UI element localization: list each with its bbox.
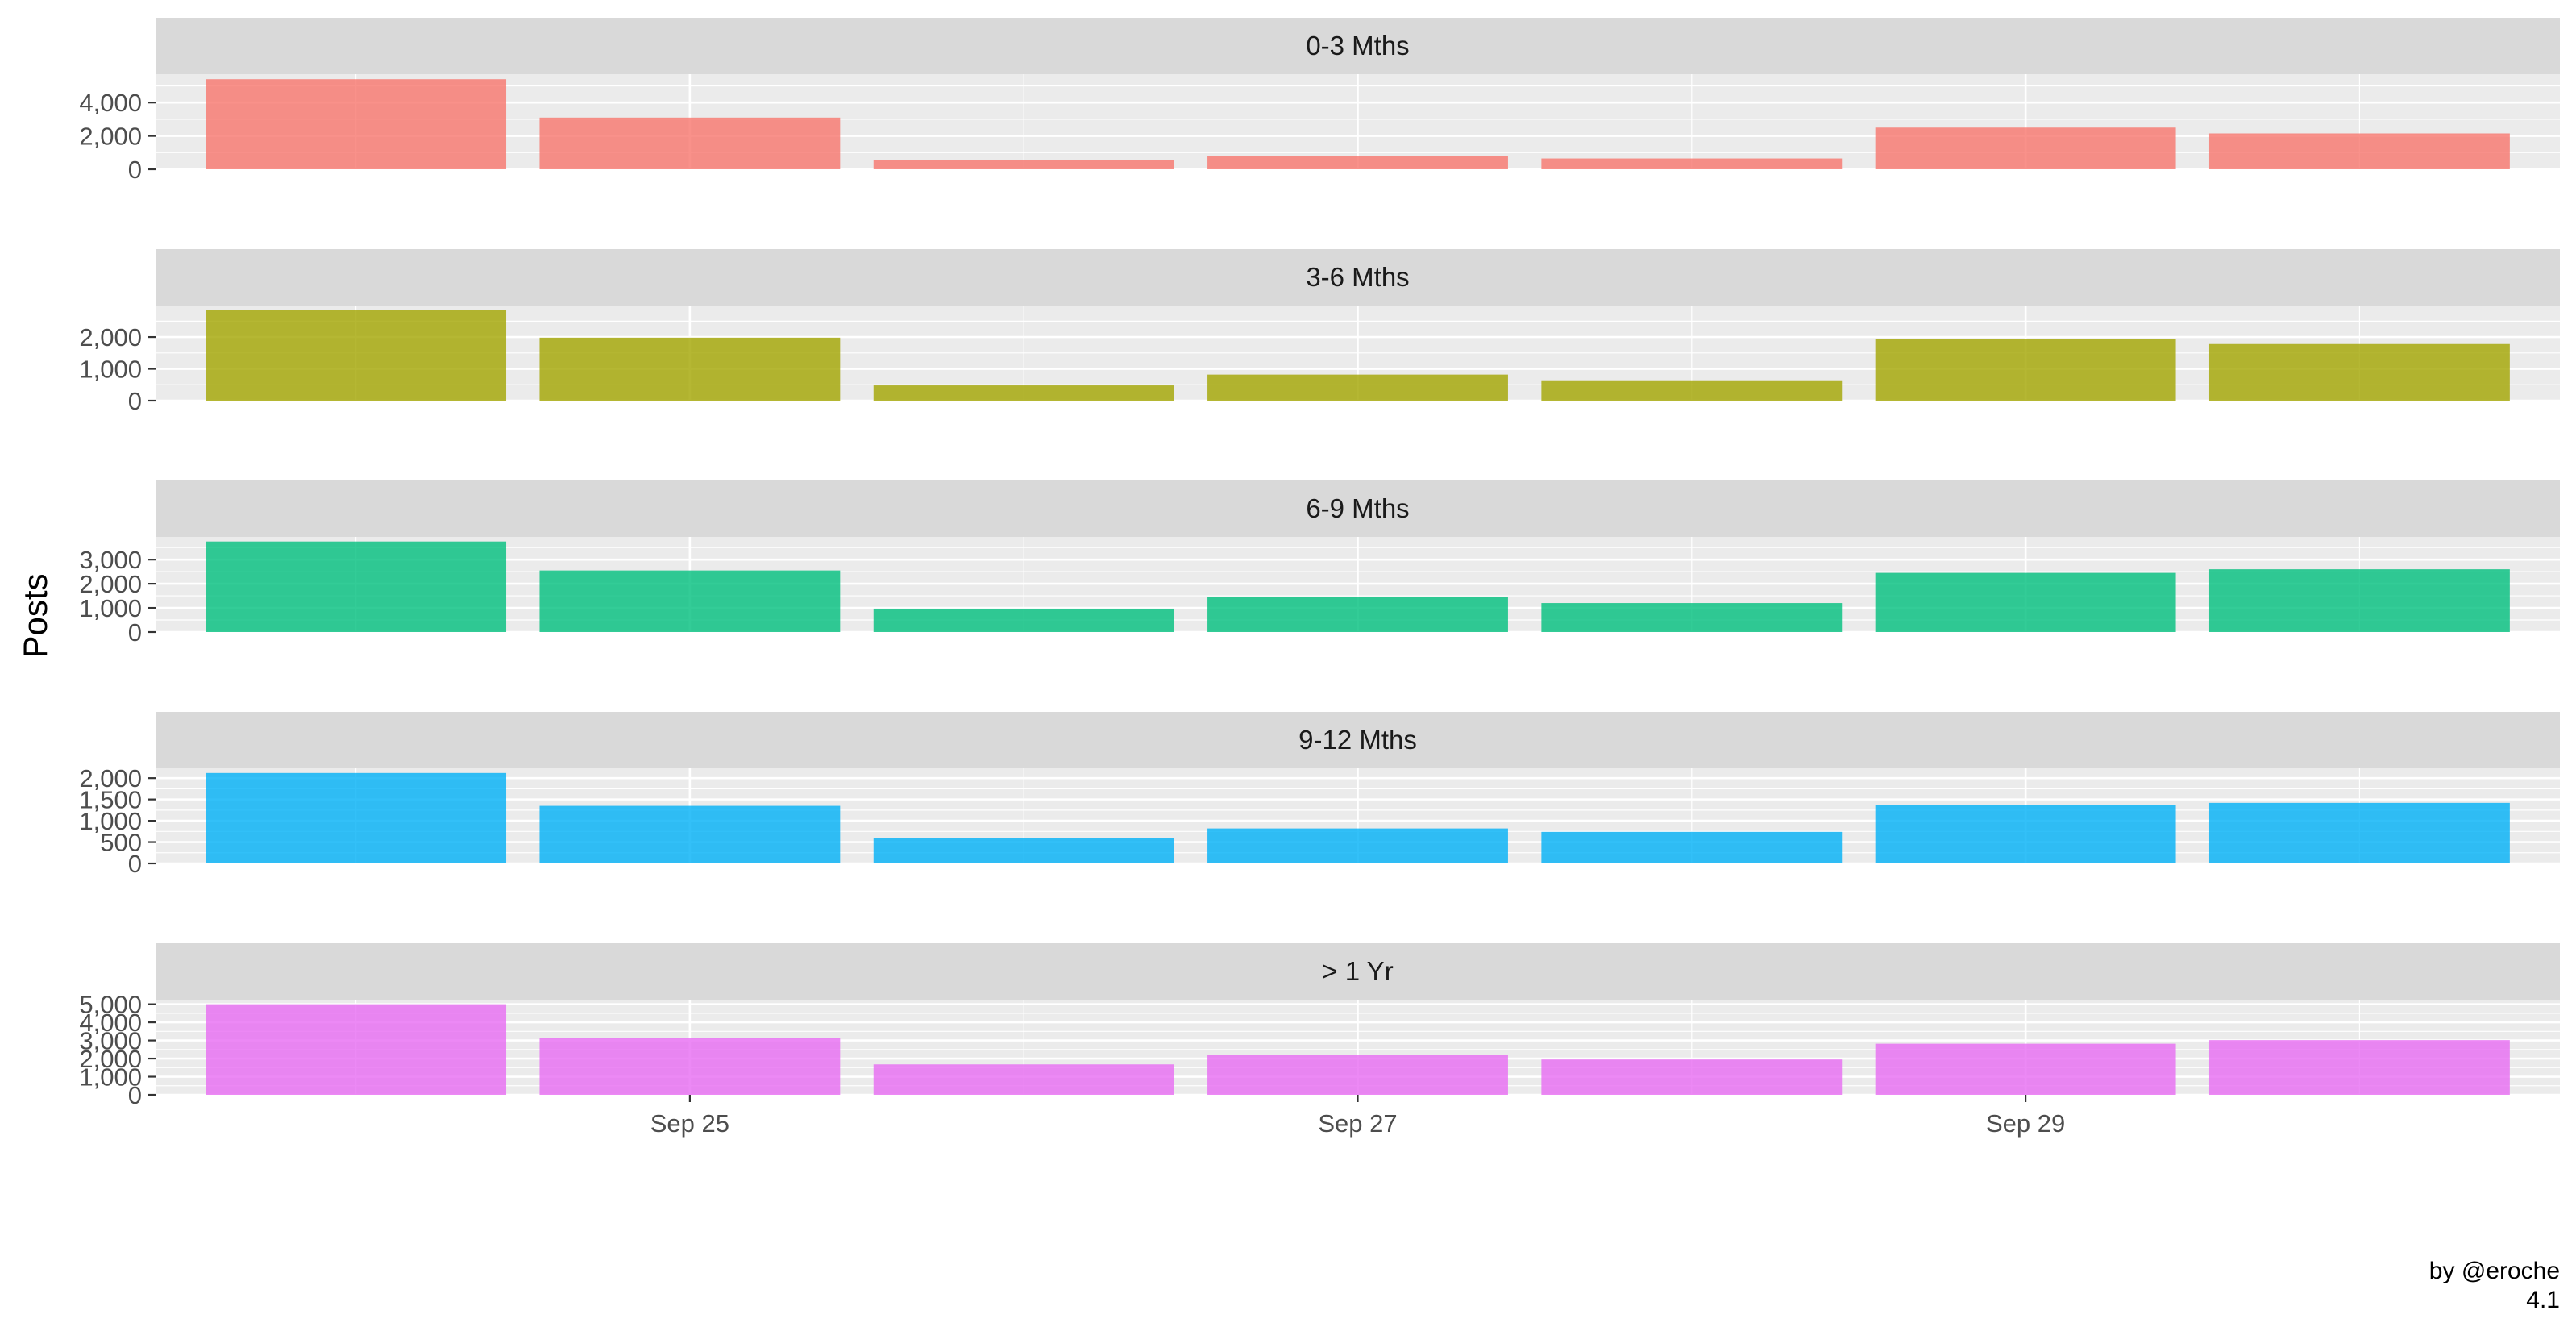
- bar-1-yr-sep-30: [2208, 1040, 2510, 1095]
- facet-strip: [156, 712, 2560, 768]
- bar-6-9-mths-sep-26: [873, 608, 1174, 632]
- x-tick-label: Sep 25: [650, 1109, 729, 1138]
- bar-0-3-mths-sep-25: [539, 117, 841, 169]
- y-tick-label: 2,000: [79, 123, 142, 151]
- bar-3-6-mths-sep-30: [2208, 343, 2510, 401]
- bar-1-yr-sep-24: [206, 1004, 507, 1095]
- bar-1-yr-sep-25: [539, 1038, 841, 1095]
- bar-9-12-mths-sep-26: [873, 838, 1174, 863]
- y-tick-label: 1,000: [79, 1063, 142, 1092]
- y-tick-label: 2,000: [79, 570, 142, 598]
- facet-strip-label: 9-12 Mths: [1298, 725, 1417, 755]
- bar-9-12-mths-sep-24: [206, 772, 507, 863]
- facet-panel-0-3-mths: 0-3 Mths 0 2,000 4,000: [79, 18, 2560, 184]
- y-tick-label: 2,000: [79, 323, 142, 352]
- facet-panel-3-6-mths: 3-6 Mths 0 1,000 2,000: [79, 249, 2560, 415]
- facet-strip: [156, 18, 2560, 74]
- bar-6-9-mths-sep-25: [539, 570, 841, 632]
- bar-9-12-mths-sep-30: [2208, 802, 2510, 863]
- facet-strip-label: 0-3 Mths: [1306, 31, 1409, 60]
- y-tick-label: 1,500: [79, 786, 142, 814]
- y-tick-label: 3,000: [79, 1027, 142, 1055]
- bar-6-9-mths-sep-29: [1875, 572, 2176, 632]
- bar-9-12-mths-sep-28: [1541, 831, 1843, 863]
- caption-line: 4.1: [2526, 1287, 2560, 1313]
- y-tick-label: 1,000: [79, 594, 142, 622]
- facet-strip: [156, 249, 2560, 306]
- bar-6-9-mths-sep-24: [206, 541, 507, 632]
- x-tick-label: Sep 27: [1318, 1109, 1397, 1138]
- y-tick-label: 0: [128, 618, 142, 647]
- bar-3-6-mths-sep-25: [539, 337, 841, 401]
- x-tick-label: Sep 29: [1986, 1109, 2065, 1138]
- bar-9-12-mths-sep-29: [1875, 805, 2176, 863]
- y-tick-label: 0: [128, 387, 142, 415]
- bar-6-9-mths-sep-27: [1207, 597, 1508, 632]
- bar-1-yr-sep-28: [1541, 1059, 1843, 1095]
- bar-3-6-mths-sep-28: [1541, 380, 1843, 401]
- y-tick-label: 5,000: [79, 991, 142, 1019]
- bar-6-9-mths-sep-28: [1541, 603, 1843, 632]
- bar-0-3-mths-sep-27: [1207, 156, 1508, 169]
- bar-6-9-mths-sep-30: [2208, 569, 2510, 632]
- y-tick-label: 1,000: [79, 356, 142, 384]
- y-tick-label: 4,000: [79, 1009, 142, 1037]
- facet-strip: [156, 480, 2560, 537]
- bar-0-3-mths-sep-26: [873, 160, 1174, 169]
- y-tick-label: 0: [128, 156, 142, 184]
- bar-1-yr-sep-29: [1875, 1043, 2176, 1095]
- facet-strip-label: 6-9 Mths: [1306, 493, 1409, 523]
- bar-9-12-mths-sep-27: [1207, 828, 1508, 863]
- bar-0-3-mths-sep-24: [206, 79, 507, 169]
- bar-0-3-mths-sep-28: [1541, 158, 1843, 169]
- bar-3-6-mths-sep-24: [206, 310, 507, 401]
- caption-line: by @eroche: [2429, 1258, 2560, 1284]
- y-tick-label: 0: [128, 850, 142, 878]
- bar-0-3-mths-sep-30: [2208, 133, 2510, 169]
- bar-9-12-mths-sep-25: [539, 805, 841, 863]
- x-axis: Sep 25 Sep 27 Sep 29: [650, 1095, 2065, 1138]
- facet-strip: [156, 943, 2560, 1000]
- y-tick-label: 500: [100, 829, 142, 857]
- caption: by @eroche 4.1: [2429, 1258, 2560, 1313]
- bar-1-yr-sep-27: [1207, 1055, 1508, 1095]
- y-tick-label: 1,000: [79, 807, 142, 835]
- facet-strip-label: 3-6 Mths: [1306, 262, 1409, 292]
- y-tick-label: 2,000: [79, 764, 142, 792]
- facet-strip-label: > 1 Yr: [1322, 956, 1393, 986]
- y-tick-label: 2,000: [79, 1045, 142, 1073]
- bar-0-3-mths-sep-29: [1875, 127, 2176, 169]
- bar-3-6-mths-sep-27: [1207, 374, 1508, 401]
- y-tick-label: 0: [128, 1081, 142, 1109]
- y-axis-title: Posts: [16, 573, 54, 658]
- bar-3-6-mths-sep-29: [1875, 339, 2176, 401]
- y-tick-label: 4,000: [79, 89, 142, 117]
- bar-3-6-mths-sep-26: [873, 385, 1174, 401]
- y-tick-label: 3,000: [79, 546, 142, 574]
- bar-1-yr-sep-26: [873, 1064, 1174, 1095]
